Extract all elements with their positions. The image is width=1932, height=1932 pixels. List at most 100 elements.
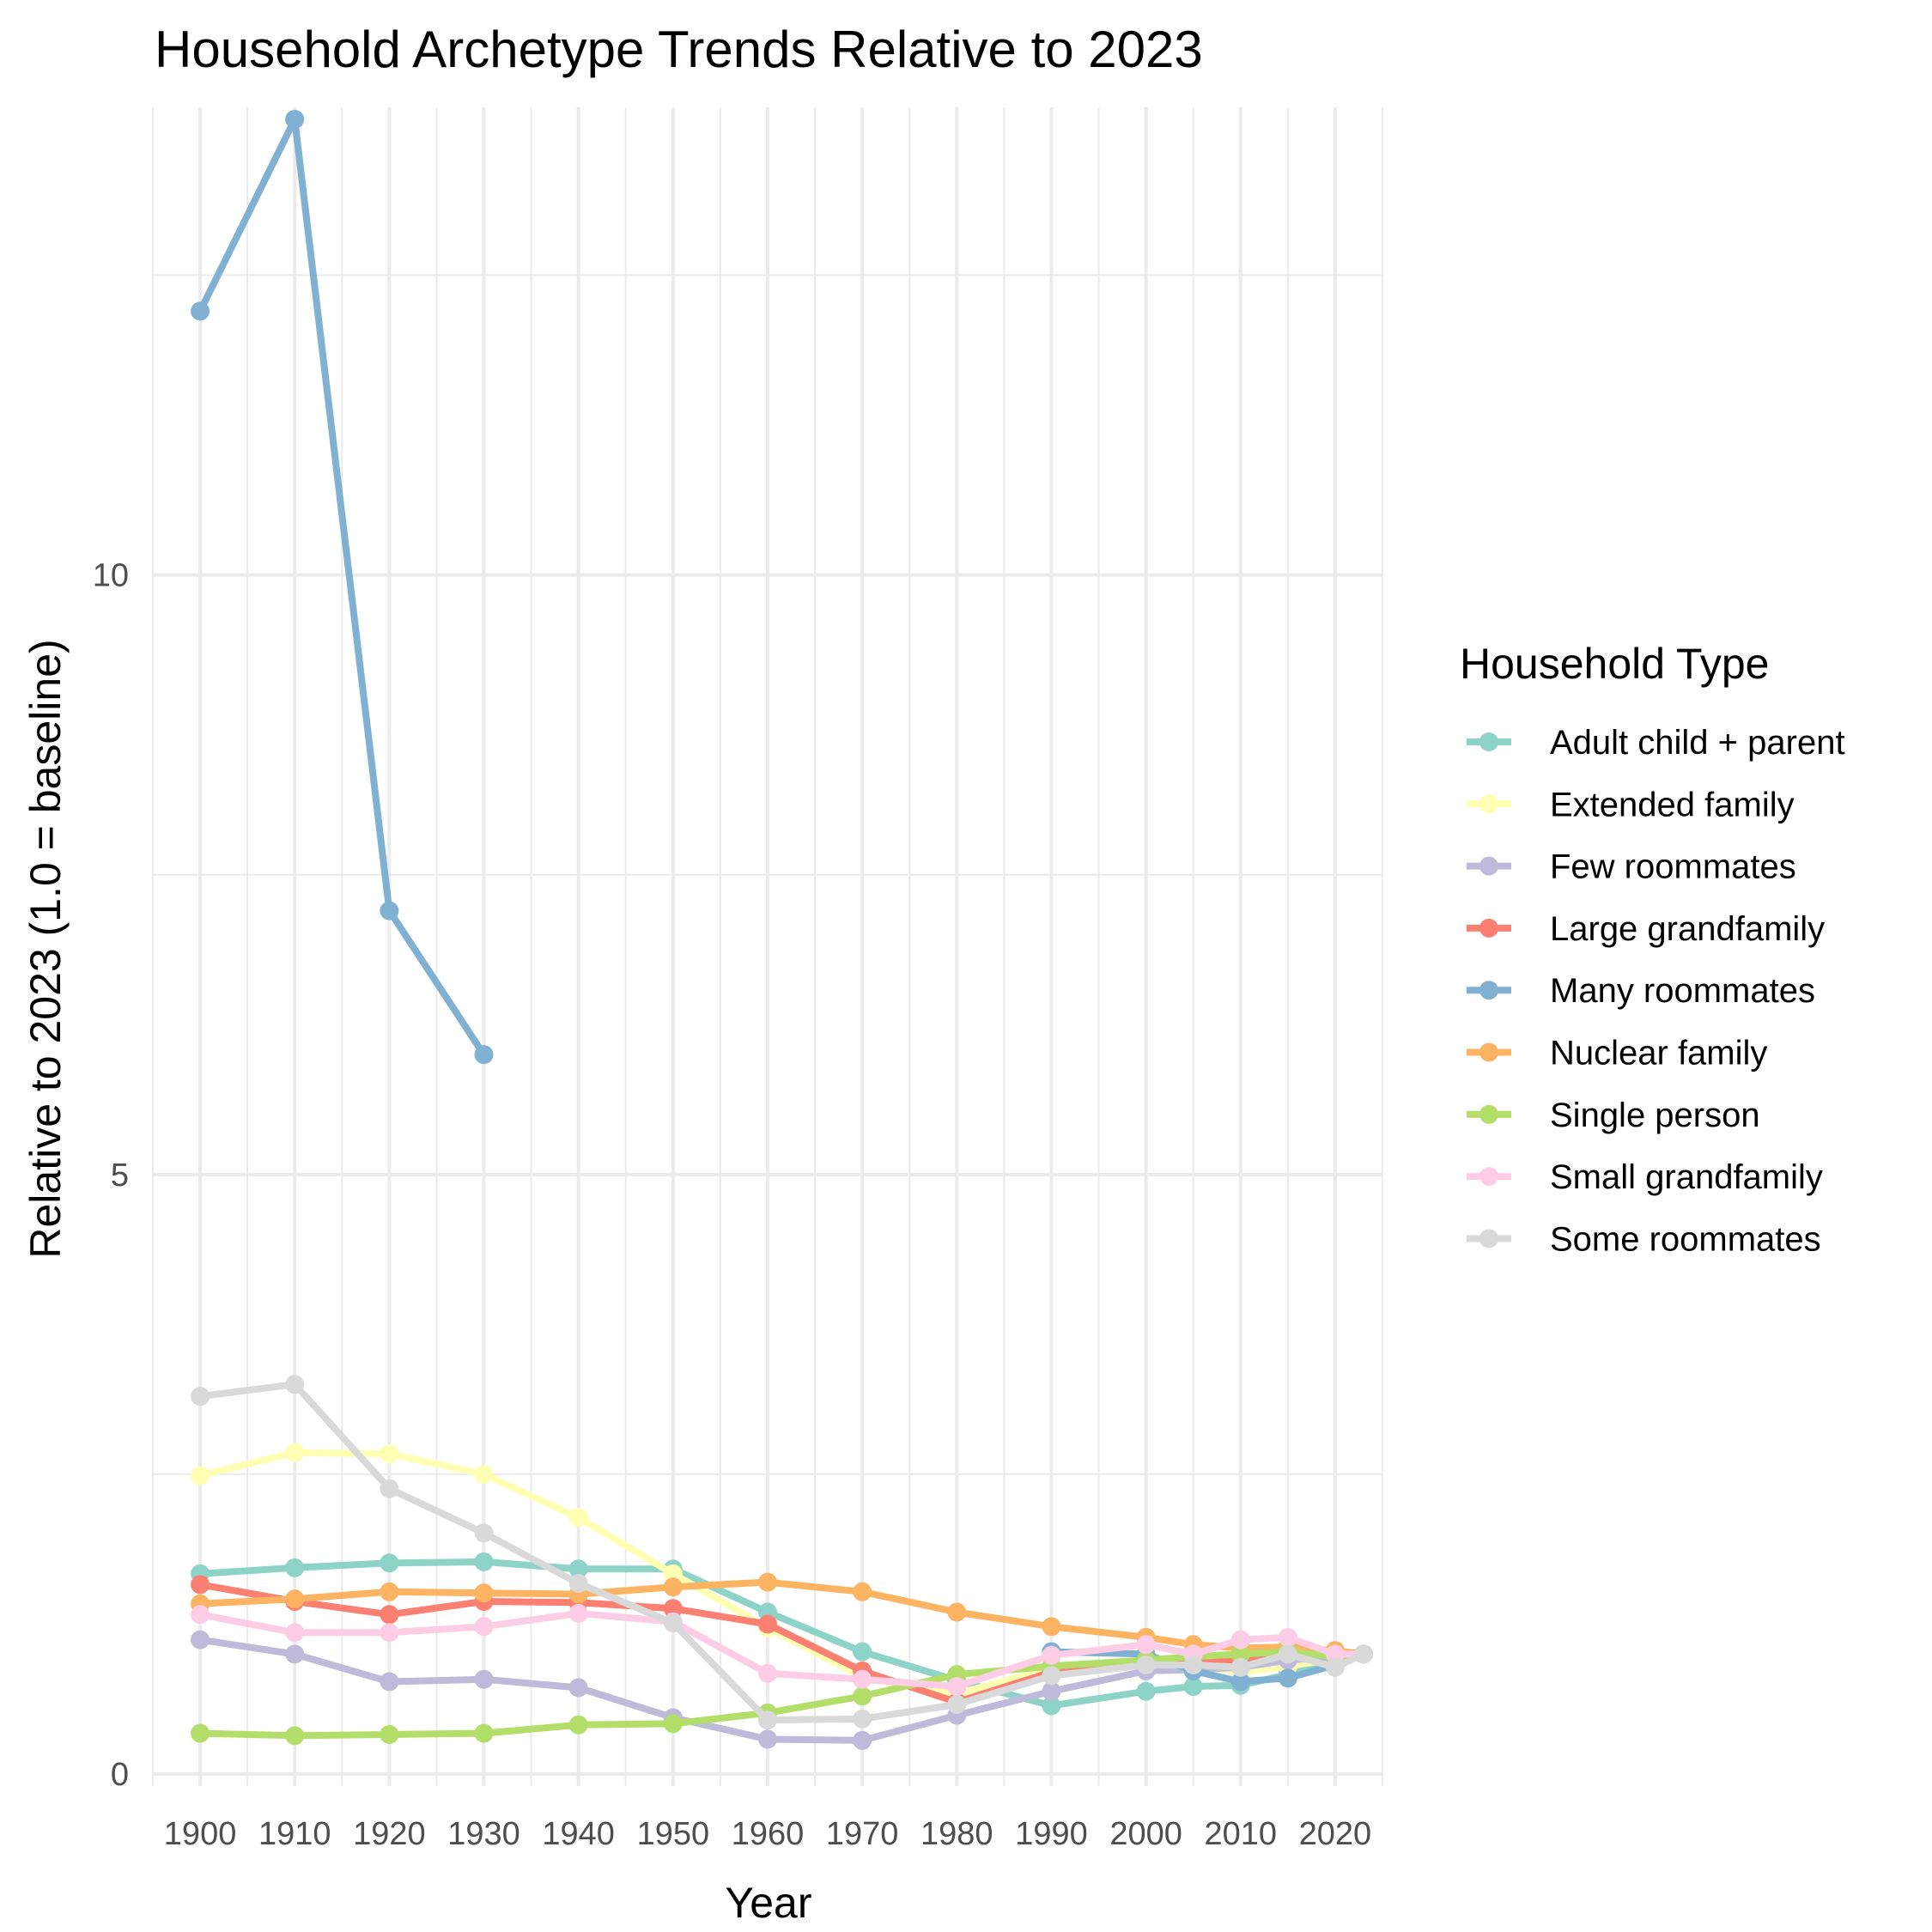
data-point-single-person [1230,1644,1250,1664]
y-axis-title: Relative to 2023 (1.0 = baseline) [21,639,70,1258]
x-tick-label: 1940 [542,1816,615,1852]
data-point-some-roommates [1183,1655,1203,1674]
data-point-large-grandfamily [380,1605,399,1625]
x-tick-label: 1960 [732,1816,805,1852]
data-point-some-roommates [663,1613,683,1633]
data-point-extended-family [191,1466,210,1485]
legend-label: Extended family [1550,786,1795,823]
series-line-many-roommates [197,116,488,1059]
data-point-small-grandfamily [1136,1635,1156,1655]
chart-title: Household Archetype Trends Relative to 2… [155,21,1203,78]
y-tick-label: 10 [93,558,129,594]
data-point-few-roommates [853,1730,872,1750]
data-point-large-grandfamily [663,1599,683,1619]
legend-item-extended-family: Extended family [1467,786,1795,823]
y-axis-tick-labels: 0 5 10 [93,558,129,1793]
data-point-single-person [663,1714,683,1734]
legend-label: Small grandfamily [1550,1158,1823,1196]
legend-key-point [1479,856,1498,876]
x-tick-label: 1930 [447,1816,520,1852]
data-point-many-roommates [474,1045,494,1065]
data-point-nuclear-family [474,1583,494,1603]
x-axis-title: Year [725,1879,811,1927]
data-point-small-grandfamily [853,1669,872,1689]
data-point-some-roommates [1042,1666,1061,1686]
data-point-large-grandfamily [191,1575,210,1595]
data-point-few-roommates [758,1729,777,1749]
legend-key-point [1479,918,1498,938]
data-point-adult-child-parent [474,1552,494,1571]
x-tick-label: 2000 [1109,1816,1182,1852]
data-point-small-grandfamily [1325,1644,1345,1664]
legend-key-point [1479,981,1498,1000]
data-point-some-roommates [1325,1657,1345,1677]
data-point-single-person [474,1723,494,1743]
legend-item-some-roommates: Some roommates [1467,1220,1821,1258]
x-tick-label: 2010 [1204,1816,1277,1852]
legend-item-single-person: Single person [1467,1097,1760,1134]
data-point-some-roommates [1230,1657,1250,1677]
data-point-some-roommates [568,1574,588,1594]
data-point-adult-child-parent [380,1553,399,1573]
data-point-few-roommates [380,1672,399,1692]
y-tick-label: 5 [111,1157,129,1194]
data-point-few-roommates [568,1678,588,1698]
legend-label: Few roommates [1550,848,1796,886]
data-point-adult-child-parent [1136,1681,1156,1701]
data-point-some-roommates [947,1695,967,1715]
data-point-nuclear-family [947,1602,967,1622]
data-point-some-roommates [285,1375,305,1394]
legend-key-point [1479,794,1498,814]
legend-label: Some roommates [1550,1220,1821,1258]
data-point-some-roommates [1278,1644,1297,1664]
x-tick-label: 1910 [258,1816,331,1852]
legend-label: Adult child + parent [1550,724,1845,762]
data-point-extended-family [474,1464,494,1484]
legend-label: Single person [1550,1097,1760,1134]
legend-label: Large grandfamily [1550,910,1825,948]
data-point-large-grandfamily [758,1614,777,1634]
data-point-extended-family [285,1443,305,1462]
legend-key-point [1479,732,1498,751]
data-point-nuclear-family [380,1582,399,1601]
data-point-nuclear-family [663,1577,683,1597]
data-point-small-grandfamily [568,1603,588,1623]
x-tick-label: 2020 [1299,1816,1372,1852]
series-some-roommates [191,1375,1373,1730]
data-point-small-grandfamily [285,1623,305,1643]
data-point-some-roommates [758,1710,777,1730]
major-gridlines [153,107,1382,1786]
data-point-small-grandfamily [1230,1630,1250,1649]
legend-key-point [1479,1042,1498,1062]
legend-key-point [1479,1229,1498,1249]
data-point-extended-family [568,1508,588,1528]
data-point-nuclear-family [758,1572,777,1592]
data-point-few-roommates [1042,1681,1061,1701]
data-point-adult-child-parent [853,1642,872,1662]
data-point-some-roommates [1136,1655,1156,1674]
x-tick-label: 1980 [920,1816,993,1852]
minor-gridlines [152,107,1383,1786]
legend-item-few-roommates: Few roommates [1467,848,1796,886]
data-point-extended-family [663,1564,683,1583]
legend-item-many-roommates: Many roommates [1467,972,1815,1010]
legend-key-point [1479,1167,1498,1187]
x-tick-label: 1920 [353,1816,426,1852]
series-many-roommates [191,109,494,1065]
data-point-small-grandfamily [1278,1627,1297,1647]
series-layer [191,109,1373,1750]
data-point-nuclear-family [285,1589,305,1609]
legend-label: Many roommates [1550,972,1815,1010]
data-point-small-grandfamily [191,1605,210,1625]
legend-item-adult-child-parent: Adult child + parent [1467,724,1845,762]
data-point-some-roommates [1353,1644,1373,1664]
x-tick-label: 1990 [1015,1816,1088,1852]
data-point-few-roommates [285,1644,305,1664]
data-point-small-grandfamily [758,1663,777,1683]
legend-item-nuclear-family: Nuclear family [1467,1035,1767,1072]
data-point-many-roommates [191,301,210,321]
x-tick-label: 1900 [164,1816,237,1852]
x-axis-tick-labels: 1900 1910 1920 1930 1940 1950 1960 1970 1980 1990… [164,1816,1371,1852]
